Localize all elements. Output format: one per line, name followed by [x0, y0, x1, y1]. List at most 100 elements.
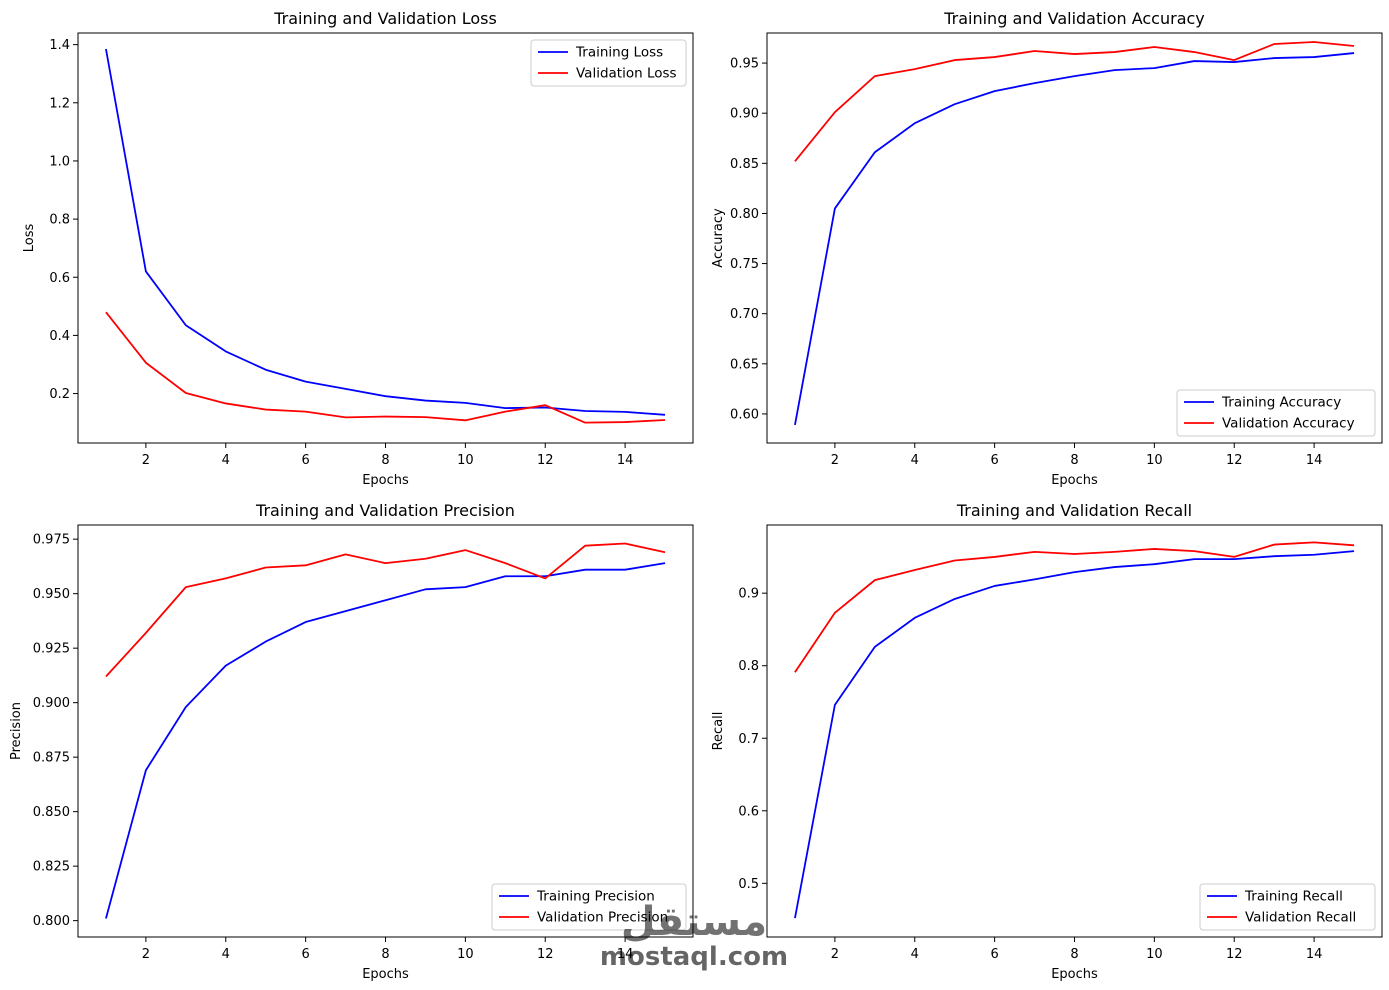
precision-y-tick-label: 0.875	[33, 751, 70, 766]
validation-accuracy-legend-label: Validation Accuracy	[1222, 416, 1355, 432]
training-recall-line	[794, 550, 1355, 919]
watermark-url-text: mostaql.com	[600, 942, 788, 972]
accuracy-x-tick-label: 6	[990, 453, 998, 468]
recall-chart: Training and Validation Recall 2 4 6 8 10 12 14…	[711, 501, 1383, 982]
validation-recall-line	[794, 541, 1355, 673]
training-accuracy-legend-label: Training Accuracy	[1221, 395, 1341, 411]
accuracy-x-tick-label: 4	[911, 453, 919, 468]
loss-x-tick-label: 10	[457, 453, 474, 468]
training-loss-legend-label: Training Loss	[575, 45, 663, 61]
validation-precision-legend-label: Validation Precision	[537, 910, 668, 926]
precision-legend-box	[491, 883, 687, 931]
accuracy-y-tick-label: 0.95	[730, 57, 759, 72]
training-precision-legend-label: Training Precision	[536, 889, 655, 905]
recall-y-tick-label: 0.6	[738, 804, 759, 819]
accuracy-y-axis-label: Accuracy	[711, 208, 726, 268]
accuracy-chart-title: Training and Validation Accuracy	[943, 9, 1205, 28]
precision-y-tick-label: 0.925	[33, 642, 70, 657]
loss-y-tick-label: 0.6	[49, 271, 70, 286]
precision-y-tick-label: 0.800	[33, 914, 70, 929]
validation-recall-legend-label: Validation Recall	[1245, 910, 1356, 926]
recall-legend-box	[1199, 883, 1376, 931]
recall-x-tick-label: 2	[831, 947, 839, 962]
loss-y-axis-label: Loss	[22, 224, 37, 253]
recall-y-axis-label: Recall	[711, 712, 726, 751]
recall-x-tick-label: 6	[990, 947, 998, 962]
accuracy-x-axis-label: Epochs	[1051, 473, 1098, 488]
loss-x-tick-label: 8	[381, 453, 389, 468]
loss-y-tick-label: 0.2	[49, 387, 70, 402]
accuracy-y-tick-label: 0.70	[730, 307, 759, 322]
precision-legend: Training Precision Validation Precision	[491, 883, 687, 931]
accuracy-y-tick-label: 0.60	[730, 407, 759, 422]
validation-loss-line	[105, 311, 666, 424]
precision-y-axis-label: Precision	[9, 702, 24, 760]
precision-x-tick-label: 2	[142, 947, 150, 962]
validation-precision-line	[105, 542, 666, 678]
validation-loss-legend-label: Validation Loss	[576, 66, 677, 82]
loss-chart-title: Training and Validation Loss	[273, 9, 497, 28]
accuracy-y-tick-label: 0.75	[730, 257, 759, 272]
recall-plot-frame	[766, 524, 1383, 938]
accuracy-legend: Training Accuracy Validation Accuracy	[1176, 389, 1376, 437]
recall-x-tick-label: 12	[1226, 947, 1243, 962]
training-recall-legend-label: Training Recall	[1244, 889, 1343, 905]
recall-x-tick-label: 10	[1146, 947, 1163, 962]
training-loss-line	[105, 48, 666, 416]
loss-legend: Training Loss Validation Loss	[530, 39, 687, 87]
training-accuracy-line	[794, 52, 1355, 426]
precision-x-axis-label: Epochs	[362, 967, 409, 982]
recall-chart-title: Training and Validation Recall	[956, 501, 1192, 520]
accuracy-x-tick-label: 2	[831, 453, 839, 468]
loss-y-tick-label: 1.2	[49, 96, 70, 111]
precision-x-tick-label: 8	[381, 947, 389, 962]
recall-x-axis-label: Epochs	[1051, 967, 1098, 982]
precision-chart-title: Training and Validation Precision	[255, 501, 515, 520]
accuracy-x-tick-label: 8	[1070, 453, 1078, 468]
loss-y-tick-label: 1.4	[49, 38, 70, 53]
accuracy-y-tick-label: 0.85	[730, 157, 759, 172]
precision-x-tick-label: 12	[537, 947, 554, 962]
recall-x-tick-label: 8	[1070, 947, 1078, 962]
accuracy-plot-frame	[766, 32, 1383, 444]
recall-y-tick-label: 0.7	[738, 732, 759, 747]
training-precision-line	[105, 562, 666, 919]
accuracy-y-tick-label: 0.65	[730, 357, 759, 372]
loss-y-tick-label: 0.4	[49, 329, 70, 344]
accuracy-x-tick-label: 12	[1226, 453, 1243, 468]
recall-x-tick-label: 14	[1306, 947, 1323, 962]
precision-x-tick-label: 14	[617, 947, 634, 962]
precision-plot-frame	[77, 524, 694, 938]
accuracy-x-tick-label: 10	[1146, 453, 1163, 468]
loss-x-tick-label: 2	[142, 453, 150, 468]
loss-x-tick-label: 14	[617, 453, 634, 468]
precision-x-tick-label: 6	[301, 947, 309, 962]
recall-y-tick-label: 0.8	[738, 659, 759, 674]
recall-y-tick-label: 0.9	[738, 587, 759, 602]
accuracy-chart: Training and Validation Accuracy 2 4 6 8 10 12…	[711, 9, 1383, 488]
precision-y-tick-label: 0.975	[33, 533, 70, 548]
precision-y-tick-label: 0.850	[33, 805, 70, 820]
precision-y-tick-label: 0.950	[33, 587, 70, 602]
loss-y-tick-label: 1.0	[49, 154, 70, 169]
loss-y-tick-label: 0.8	[49, 213, 70, 228]
loss-x-tick-label: 4	[222, 453, 230, 468]
precision-y-tick-label: 0.825	[33, 860, 70, 875]
validation-accuracy-line	[794, 41, 1355, 162]
accuracy-legend-box	[1176, 389, 1376, 437]
precision-y-tick-label: 0.900	[33, 696, 70, 711]
loss-x-axis-label: Epochs	[362, 473, 409, 488]
accuracy-y-tick-label: 0.90	[730, 107, 759, 122]
loss-x-tick-label: 6	[301, 453, 309, 468]
precision-x-tick-label: 4	[222, 947, 230, 962]
precision-chart: Training and Validation Precision 2 4 6 8 10 1…	[9, 501, 694, 982]
precision-x-tick-label: 10	[457, 947, 474, 962]
recall-legend: Training Recall Validation Recall	[1199, 883, 1376, 931]
recall-x-tick-label: 4	[911, 947, 919, 962]
watermark: مستقل mostaql.com	[600, 899, 788, 972]
accuracy-y-tick-label: 0.80	[730, 207, 759, 222]
loss-chart: Training and Validation Loss 2 4 6 8 10 12 14 0.…	[22, 9, 694, 488]
accuracy-x-tick-label: 14	[1306, 453, 1323, 468]
